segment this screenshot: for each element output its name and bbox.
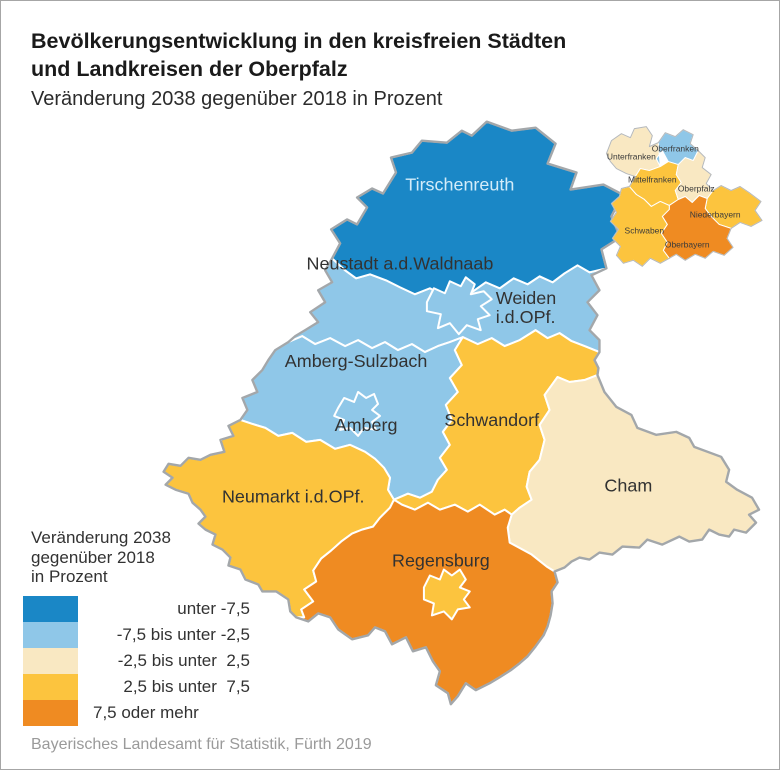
region-regensburg-city-enclave (422, 568, 471, 621)
legend-label-class4: 2,5 bis unter 7,5 (123, 676, 250, 696)
label-weiden-line1: Weiden (496, 288, 557, 308)
title-line-2: und Landkreisen der Oberpfalz (31, 57, 348, 81)
label-amberg-sulzbach: Amberg-Sulzbach (285, 351, 428, 371)
inset-label-niederbayern: Niederbayern (690, 209, 741, 219)
inset-label-mittelfranken: Mittelfranken (628, 175, 677, 185)
region-weiden-enclave (425, 276, 493, 336)
inset-label-schwaben: Schwaben (625, 225, 665, 235)
bavaria-inset-map: Unterfranken Oberfranken Mittelfranken O… (605, 126, 763, 267)
region-amberg-enclave (333, 390, 382, 437)
label-amberg: Amberg (335, 415, 398, 435)
label-weiden-line2: i.d.OPf. (496, 307, 556, 327)
page-subtitle: Veränderung 2038 gegenüber 2018 in Proze… (31, 88, 443, 110)
label-tirschenreuth: Tirschenreuth (405, 175, 514, 195)
legend-row-3: -2,5 bis unter 2,5 (23, 647, 263, 674)
label-cham: Cham (604, 476, 652, 496)
legend-label-class2: -7,5 bis unter -2,5 (116, 624, 250, 644)
legend-row-5: 7,5 oder mehr (23, 699, 263, 726)
legend-row-1: unter -7,5 (23, 595, 263, 622)
legend-swatch-class1 (23, 595, 78, 622)
label-neustadt-waldnaab: Neustadt a.d.Waldnaab (307, 253, 494, 273)
legend-swatch-class4 (23, 673, 78, 700)
inset-label-oberbayern: Oberbayern (665, 239, 710, 249)
label-schwandorf: Schwandorf (444, 410, 540, 430)
legend-swatch-class3 (23, 647, 78, 674)
legend-title-line1: Veränderung 2038 (31, 528, 171, 547)
legend-title: Veränderung 2038 gegenüber 2018 in Proze… (31, 528, 263, 587)
legend-label-class1: unter -7,5 (177, 598, 250, 618)
legend: Veränderung 2038 gegenüber 2018 in Proze… (23, 528, 263, 726)
inset-label-oberfranken: Oberfranken (652, 144, 699, 154)
label-regensburg: Regensburg (392, 551, 490, 571)
legend-row-4: 2,5 bis unter 7,5 (23, 673, 263, 700)
legend-swatch-class5 (23, 699, 78, 726)
legend-swatch-class2 (23, 621, 78, 648)
legend-label-class3: -2,5 bis unter 2,5 (117, 650, 250, 670)
page-title: Bevölkerungsentwicklung in den kreisfrei… (31, 27, 566, 83)
inset-outer-border (605, 126, 763, 267)
legend-row-2: -7,5 bis unter -2,5 (23, 621, 263, 648)
legend-title-line3: in Prozent (31, 567, 108, 586)
title-line-1: Bevölkerungsentwicklung in den kreisfrei… (31, 29, 567, 53)
inset-label-oberpfalz: Oberpfalz (678, 184, 715, 194)
legend-label-class5: 7,5 oder mehr (93, 702, 199, 722)
source-attribution: Bayerisches Landesamt für Statistik, Für… (31, 736, 372, 753)
legend-title-line2: gegenüber 2018 (31, 547, 155, 567)
inset-label-unterfranken: Unterfranken (607, 152, 656, 162)
header: Bevölkerungsentwicklung in den kreisfrei… (31, 27, 566, 113)
label-neumarkt: Neumarkt i.d.OPf. (222, 487, 365, 507)
